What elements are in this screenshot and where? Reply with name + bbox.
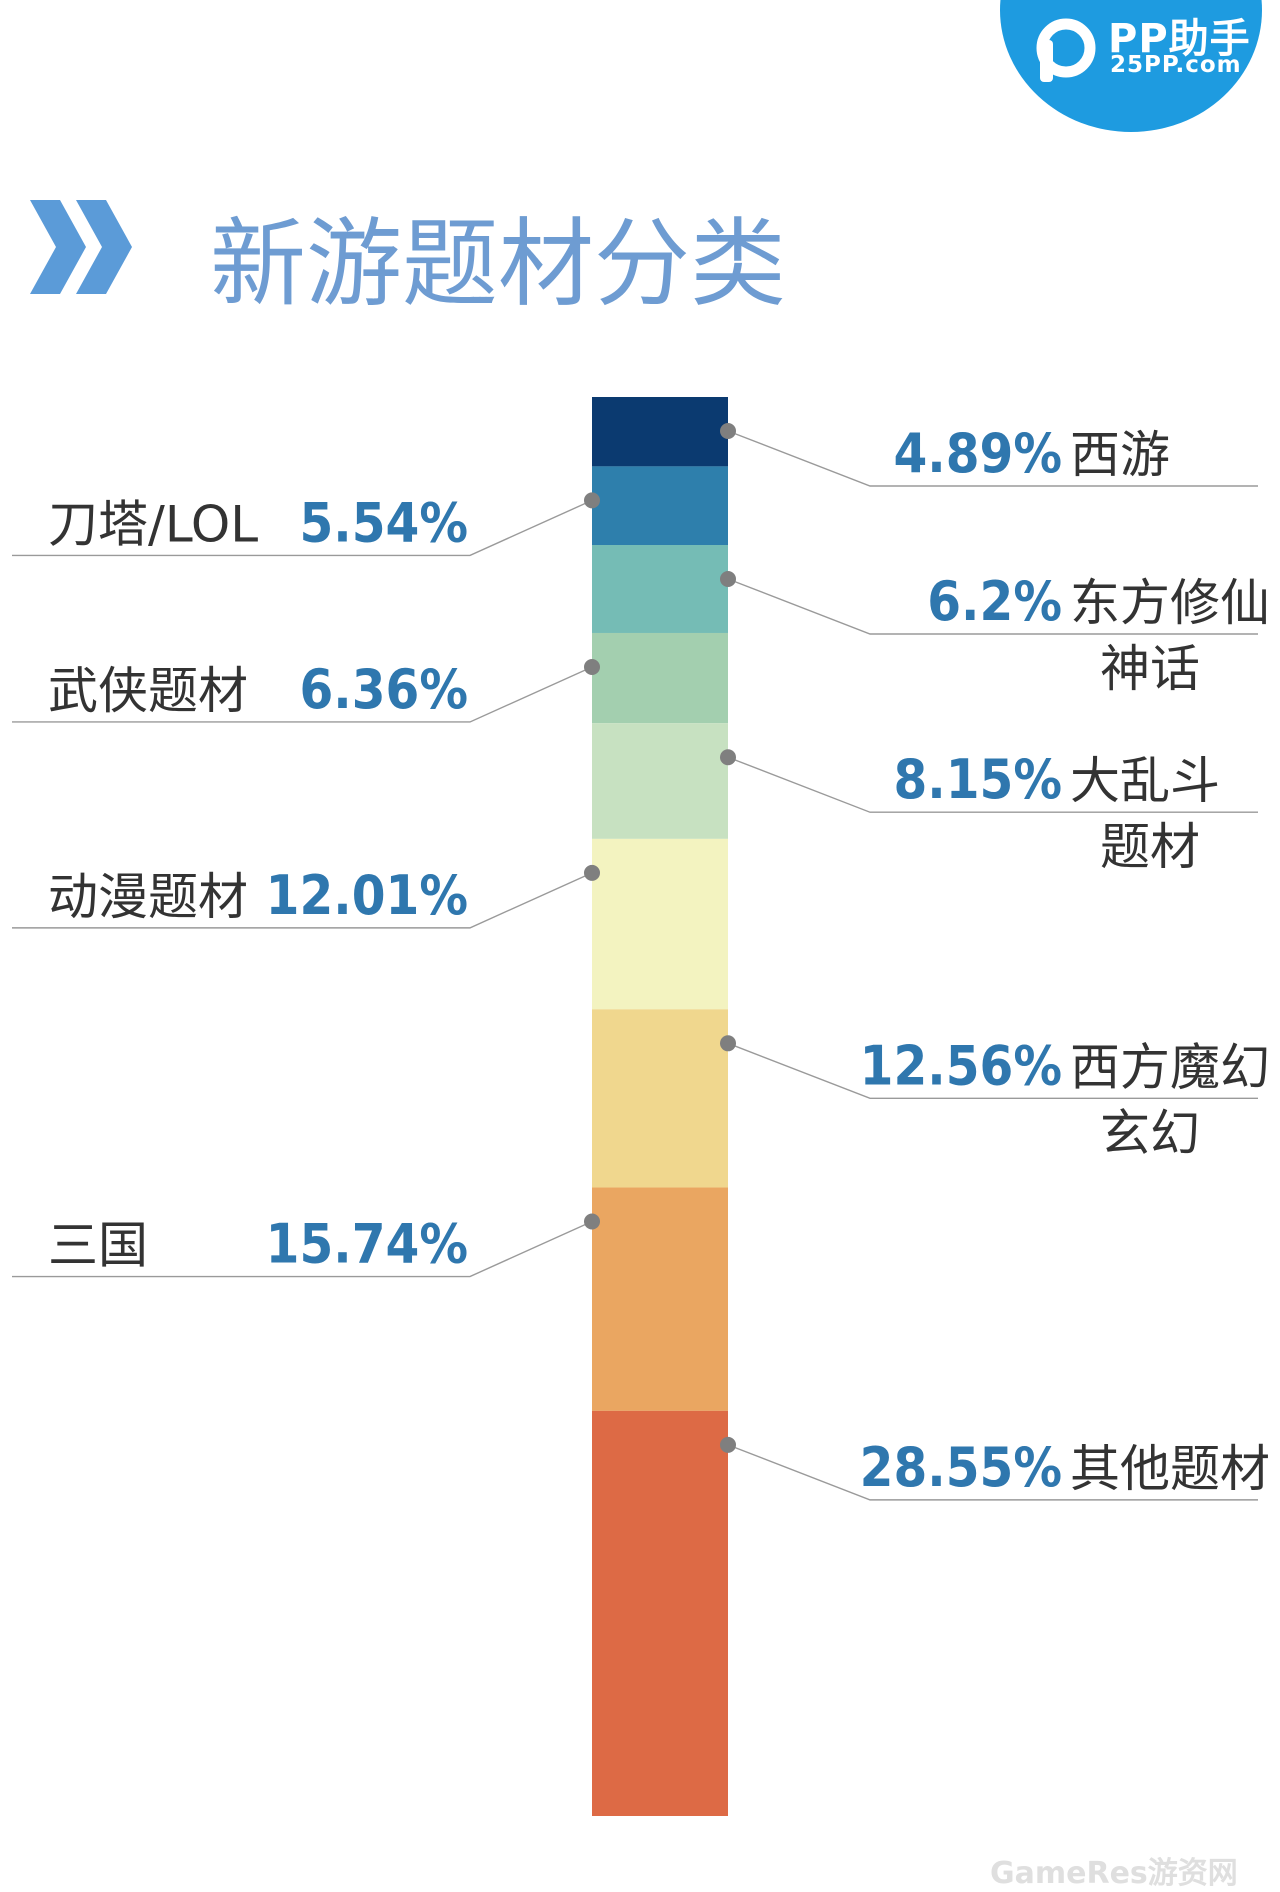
page-title: 新游题材分类 — [210, 208, 786, 320]
double-chevron-icon — [30, 200, 132, 294]
value-label-5: 12.01% — [266, 864, 468, 927]
p-logo-icon — [1036, 18, 1096, 82]
leader-dot-6 — [720, 1035, 736, 1052]
leader-line-1 — [12, 499, 593, 557]
value-label-4: 8.15% — [893, 748, 1062, 811]
leader-dot-4 — [720, 749, 736, 766]
bar-segment-6 — [592, 1009, 728, 1188]
category-label-2-line-1: 神话 — [1100, 640, 1200, 698]
bar-segment-1 — [592, 466, 728, 546]
leader-dot-0 — [720, 423, 736, 439]
bar-segment-0 — [592, 397, 728, 467]
leader-line-8 — [727, 1444, 1258, 1501]
category-label-7: 三国 — [48, 1217, 148, 1275]
category-label-8: 其他题材 — [1070, 1440, 1270, 1498]
value-label-6: 12.56% — [860, 1034, 1062, 1097]
leader-dot-7 — [584, 1213, 600, 1230]
leader-dot-8 — [720, 1436, 736, 1453]
category-label-4: 大乱斗 — [1070, 752, 1220, 810]
category-label-6-line-1: 玄幻 — [1100, 1104, 1200, 1162]
category-label-5: 动漫题材 — [48, 868, 248, 926]
leader-line-2 — [727, 578, 1258, 635]
category-label-0: 西游 — [1070, 426, 1170, 484]
leader-line-3 — [12, 666, 593, 723]
category-label-1: 刀塔/LOL — [48, 495, 258, 553]
value-label-8: 28.55% — [860, 1436, 1062, 1499]
leader-dot-3 — [584, 658, 600, 675]
bar-segment-8 — [592, 1410, 728, 1816]
leader-dot-1 — [584, 492, 600, 509]
bar-segment-5 — [592, 838, 728, 1010]
logo-name: PP助手 — [1108, 16, 1251, 62]
value-label-0: 4.89% — [893, 422, 1062, 485]
bar-segment-4 — [592, 723, 728, 839]
watermark: GameRes游资网 — [990, 1856, 1238, 1891]
logo-url: 25PP.com — [1110, 52, 1242, 78]
leader-line-4 — [727, 756, 1258, 813]
value-label-7: 15.74% — [266, 1213, 468, 1276]
leader-dot-5 — [584, 864, 600, 881]
bar-segment-2 — [592, 545, 728, 633]
category-label-2: 东方修仙 — [1070, 574, 1270, 632]
value-label-3: 6.36% — [299, 658, 468, 721]
leader-line-6 — [727, 1042, 1258, 1099]
category-label-3: 武侠题材 — [48, 662, 248, 720]
value-label-2: 6.2% — [927, 570, 1062, 633]
leader-line-5 — [12, 872, 593, 929]
category-label-4-line-1: 题材 — [1100, 818, 1200, 876]
bar-segment-3 — [592, 632, 728, 724]
leader-dot-2 — [720, 571, 736, 588]
leader-line-7 — [12, 1220, 593, 1278]
leader-line-0 — [727, 430, 1258, 487]
category-label-6: 西方魔幻 — [1070, 1038, 1270, 1096]
bar-segment-7 — [592, 1187, 728, 1411]
value-label-1: 5.54% — [299, 491, 468, 554]
